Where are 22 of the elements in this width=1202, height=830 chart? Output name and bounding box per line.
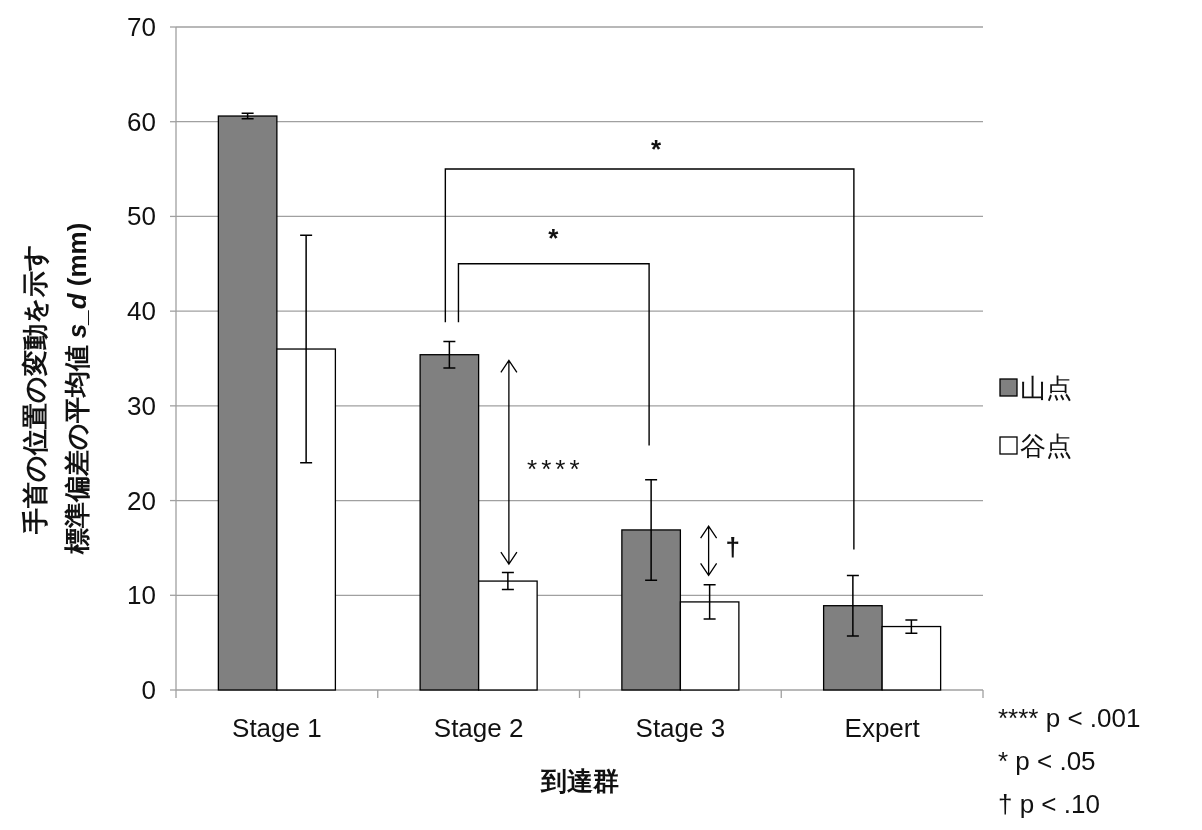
annotation: *	[651, 133, 663, 164]
y-tick-label: 70	[127, 12, 156, 42]
x-axis-title: 到達群	[539, 766, 619, 796]
x-tick-label: Expert	[844, 713, 921, 743]
y-tick-label: 20	[127, 485, 156, 516]
x-tick-label: Stage 1	[232, 713, 322, 743]
x-tick-label: Stage 2	[433, 713, 524, 743]
text: † p < .10	[998, 789, 1100, 819]
legend-label: 山点	[1020, 373, 1072, 403]
y-tick-label: 40	[127, 296, 156, 327]
y-tick-label: 30	[127, 390, 156, 421]
y-tick-label: 0	[141, 675, 156, 705]
text: **** p < .001	[998, 703, 1141, 733]
y-tick-label: 10	[127, 580, 156, 611]
text: * p < .05	[998, 746, 1096, 776]
x-tick-label: Stage 3	[635, 713, 726, 743]
y-tick-label: 50	[127, 201, 156, 232]
y-tick-label: 60	[127, 106, 156, 137]
annotation: †	[725, 531, 741, 562]
legend-label: 谷点	[1020, 431, 1072, 461]
annotation: *	[548, 222, 560, 253]
annotation: ****	[527, 453, 584, 484]
